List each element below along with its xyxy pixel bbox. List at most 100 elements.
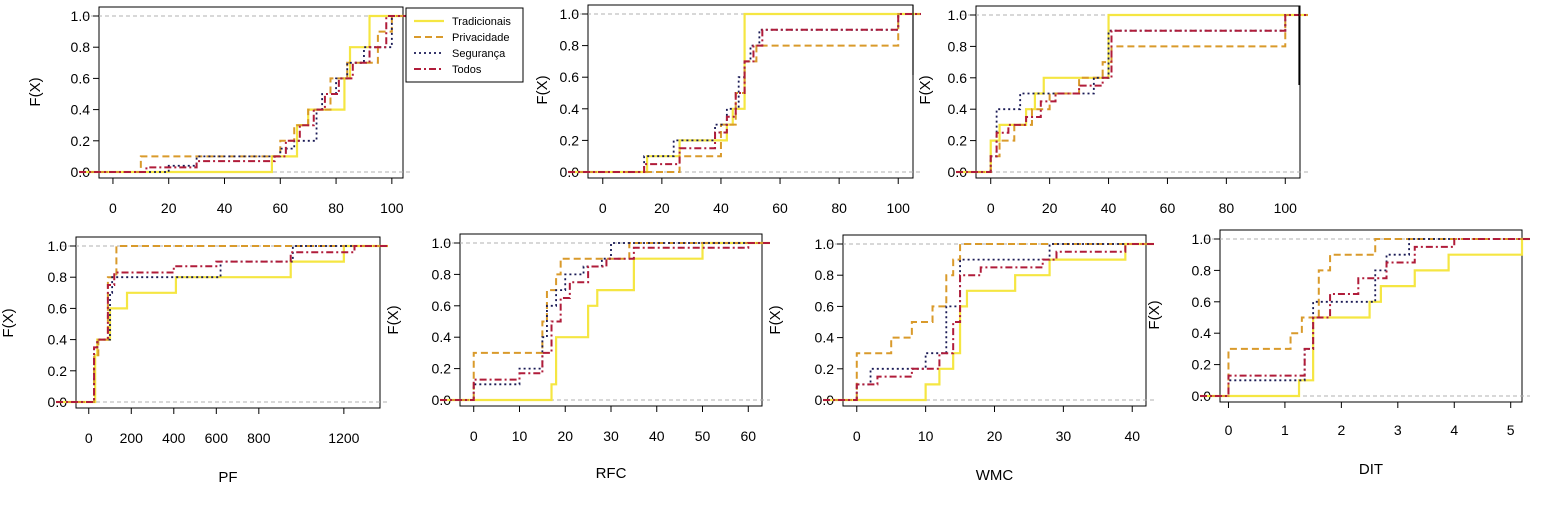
series-line-segurana (79, 15, 411, 173)
y-tick-label: 0.4 (48, 332, 68, 348)
y-tick-label: 0.6 (815, 298, 835, 314)
y-tick-label: 0.4 (560, 101, 580, 117)
y-axis-title: F(X) (385, 305, 402, 334)
x-tick-label: 800 (247, 430, 271, 446)
x-tick-label: 80 (328, 200, 344, 216)
y-tick-label: 1.0 (71, 8, 91, 24)
x-tick-label: 10 (512, 428, 528, 444)
series-line-tradicionais (956, 13, 1308, 174)
plot-frame (975, 5, 1301, 179)
y-tick-label: 0.8 (815, 267, 835, 283)
y-tick-label: 0.4 (948, 101, 968, 117)
y-tick-label: 0.6 (71, 70, 91, 86)
y-tick-label: 1.0 (1192, 231, 1212, 247)
y-axis-title: F(X) (917, 75, 934, 104)
series-line-tradicionais (56, 244, 388, 404)
x-tick-label: 40 (217, 200, 233, 216)
y-tick-label: 0.2 (948, 133, 968, 149)
x-tick-label: 10 (918, 428, 934, 444)
series-line-segurana (568, 13, 921, 173)
plot-frame (75, 236, 381, 409)
y-tick-label: 0.2 (48, 363, 68, 379)
x-tick-label: 40 (1101, 200, 1117, 216)
series-line-segurana (440, 242, 770, 401)
y-tick-label: 0.2 (71, 133, 91, 149)
series-line-todos (440, 242, 770, 401)
x-tick-label: 20 (161, 200, 177, 216)
x-axis-title: DIT (1359, 461, 1383, 478)
y-tick-label: 0.4 (432, 329, 452, 345)
series-line-todos (568, 13, 921, 173)
x-tick-label: 30 (1056, 428, 1072, 444)
y-axis-title: F(X) (27, 77, 44, 106)
x-tick-label: 100 (1274, 200, 1298, 216)
y-tick-label: 1.0 (48, 238, 68, 254)
series-line-todos (956, 14, 1308, 173)
x-tick-label: 20 (654, 200, 670, 216)
series-line-todos (1200, 238, 1530, 397)
series-line-tradicionais (79, 14, 411, 174)
x-axis-title: RFC (596, 465, 627, 482)
x-tick-label: 30 (603, 428, 619, 444)
x-tick-label: 2 (1337, 422, 1345, 438)
series-line-segurana (1200, 238, 1530, 397)
x-tick-label: 20 (987, 428, 1003, 444)
x-tick-label: 40 (1124, 428, 1140, 444)
series-line-privacidade (79, 15, 411, 173)
x-tick-label: 3 (1394, 422, 1402, 438)
x-tick-label: 0 (599, 200, 607, 216)
legend-label: Segurança (452, 48, 506, 60)
series-line-segurana (56, 245, 388, 403)
y-tick-label: 0.6 (560, 69, 580, 85)
y-tick-label: 0.8 (71, 39, 91, 55)
y-tick-label: 0.6 (432, 298, 452, 314)
y-tick-label: 0.8 (560, 38, 580, 54)
x-tick-label: 50 (695, 428, 711, 444)
ecdf-panel: 0.00.20.40.60.81.00 10 20 30 40F(X)WMC (767, 234, 1154, 484)
series-line-tradicionais (1200, 237, 1530, 398)
y-tick-label: 0.6 (48, 300, 68, 316)
x-tick-label: 60 (1160, 200, 1176, 216)
series-line-privacidade (823, 243, 1154, 401)
series-line-todos (79, 15, 411, 173)
x-tick-label: 0 (1225, 422, 1233, 438)
y-tick-label: 0.2 (432, 361, 452, 377)
plot-frame (1219, 229, 1523, 403)
series-line-todos (56, 245, 388, 403)
x-tick-label: 40 (713, 200, 729, 216)
ecdf-panel: 0.00.20.40.60.81.00 10 20 30 40 50 60F(X)RFC (385, 233, 770, 482)
series-line-tradicionais (440, 241, 770, 402)
y-axis-title: F(X) (767, 305, 784, 334)
ecdf-panel: 0.00.20.40.60.81.00 1 2 3 4 5F(X)DIT (1146, 229, 1530, 478)
y-tick-label: 0.4 (71, 102, 91, 118)
x-axis-title: PF (218, 469, 237, 486)
x-tick-label: 4 (1450, 422, 1458, 438)
x-tick-label: 80 (1219, 200, 1235, 216)
plot-frame (98, 6, 404, 179)
x-tick-label: 60 (272, 200, 288, 216)
y-tick-label: 0.2 (1192, 357, 1212, 373)
x-tick-label: 0 (109, 200, 117, 216)
y-tick-label: 0.8 (432, 266, 452, 282)
y-axis-title: F(X) (534, 75, 551, 104)
x-tick-label: 5 (1507, 422, 1515, 438)
x-tick-label: 400 (162, 430, 186, 446)
x-tick-label: 0 (85, 430, 93, 446)
y-tick-label: 0.4 (1192, 325, 1212, 341)
series-line-privacidade (956, 14, 1308, 173)
legend-label: Tradicionais (452, 16, 511, 28)
y-tick-label: 1.0 (560, 6, 580, 22)
series-line-segurana (823, 243, 1154, 401)
ecdf-panel: 0.00.20.40.60.81.00 200 400 600 800 1200F(X)P… (0, 236, 388, 486)
y-tick-label: 1.0 (948, 7, 968, 23)
x-tick-label: 1 (1281, 422, 1289, 438)
series-line-segurana (956, 14, 1308, 173)
y-tick-label: 0.8 (48, 269, 68, 285)
plot-frame (587, 4, 914, 179)
x-tick-label: 100 (887, 200, 911, 216)
series-line-privacidade (440, 242, 770, 401)
series-line-privacidade (56, 245, 388, 403)
